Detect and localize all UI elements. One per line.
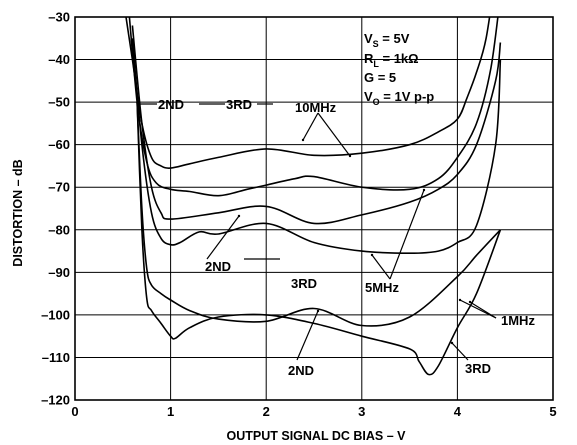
label-2nd-10mhz: 2ND xyxy=(158,97,184,112)
leader-tip xyxy=(316,309,320,313)
leader-line xyxy=(371,254,391,280)
leader-tip xyxy=(348,154,352,158)
curve-6 xyxy=(136,102,502,376)
leader-line xyxy=(317,112,351,157)
y-axis-title: DISTORTION – dB xyxy=(11,159,25,266)
leader-lines xyxy=(140,103,497,361)
leader-line xyxy=(451,342,469,361)
curves xyxy=(125,17,502,376)
x-tick-label: 4 xyxy=(454,404,462,419)
leader-tip xyxy=(370,253,374,257)
curve-1 xyxy=(125,17,491,169)
y-tick-label: –120 xyxy=(41,393,70,408)
curve-3 xyxy=(131,25,502,225)
y-tick-label: –80 xyxy=(48,222,70,237)
y-tick-label: –40 xyxy=(48,52,70,67)
leader-tip xyxy=(237,214,241,218)
curve-5 xyxy=(136,102,501,327)
leader-line xyxy=(389,189,425,280)
y-tick-label: –110 xyxy=(42,350,70,365)
y-tick-label: –70 xyxy=(48,180,70,195)
x-tick-label: 5 xyxy=(549,404,556,419)
x-axis-title: OUTPUT SIGNAL DC BIAS – V xyxy=(227,429,407,443)
condition-vo: VO = 1V p-p xyxy=(364,89,434,107)
y-tick-label: –50 xyxy=(48,95,70,110)
plot-frame xyxy=(74,16,554,401)
leader-line xyxy=(206,215,240,260)
condition-rl: RL = 1kΩ xyxy=(364,51,419,69)
label-1mhz: 1MHz xyxy=(501,313,535,328)
label-2nd-5mhz: 2ND xyxy=(205,259,231,274)
x-tick-label: 3 xyxy=(358,404,365,419)
label-3rd-1mhz: 3RD xyxy=(465,361,491,376)
leader-tip xyxy=(450,341,454,345)
tick-labels: 0 1 2 3 4 5 –30 –40 –50 –60 –70 –80 –90 –100 –110 –120 xyxy=(41,10,557,420)
y-tick-label: –90 xyxy=(48,265,70,280)
leader-line xyxy=(296,310,319,361)
leader-tip xyxy=(301,138,305,142)
leader-tip xyxy=(458,298,462,302)
plot-border xyxy=(74,16,554,401)
leader-line xyxy=(302,112,319,141)
leader-line xyxy=(469,301,497,319)
label-2nd-1mhz: 2ND xyxy=(288,363,314,378)
curve-4 xyxy=(131,38,502,254)
label-10mhz: 10MHz xyxy=(295,100,337,115)
y-tick-label: –30 xyxy=(48,10,70,25)
x-tick-label: 0 xyxy=(71,404,78,419)
leader-tip xyxy=(468,300,472,304)
leader-tip xyxy=(422,188,426,192)
condition-vs: VS = 5V xyxy=(364,31,410,49)
x-tick-label: 1 xyxy=(167,404,174,419)
label-3rd-10mhz: 3RD xyxy=(226,97,252,112)
condition-g: G = 5 xyxy=(364,70,396,85)
y-tick-label: –100 xyxy=(41,307,70,322)
label-3rd-5mhz: 3RD xyxy=(291,276,317,291)
label-5mhz: 5MHz xyxy=(365,280,399,295)
y-tick-label: –60 xyxy=(48,137,70,152)
x-tick-label: 2 xyxy=(263,404,270,419)
curve-2 xyxy=(128,17,499,197)
